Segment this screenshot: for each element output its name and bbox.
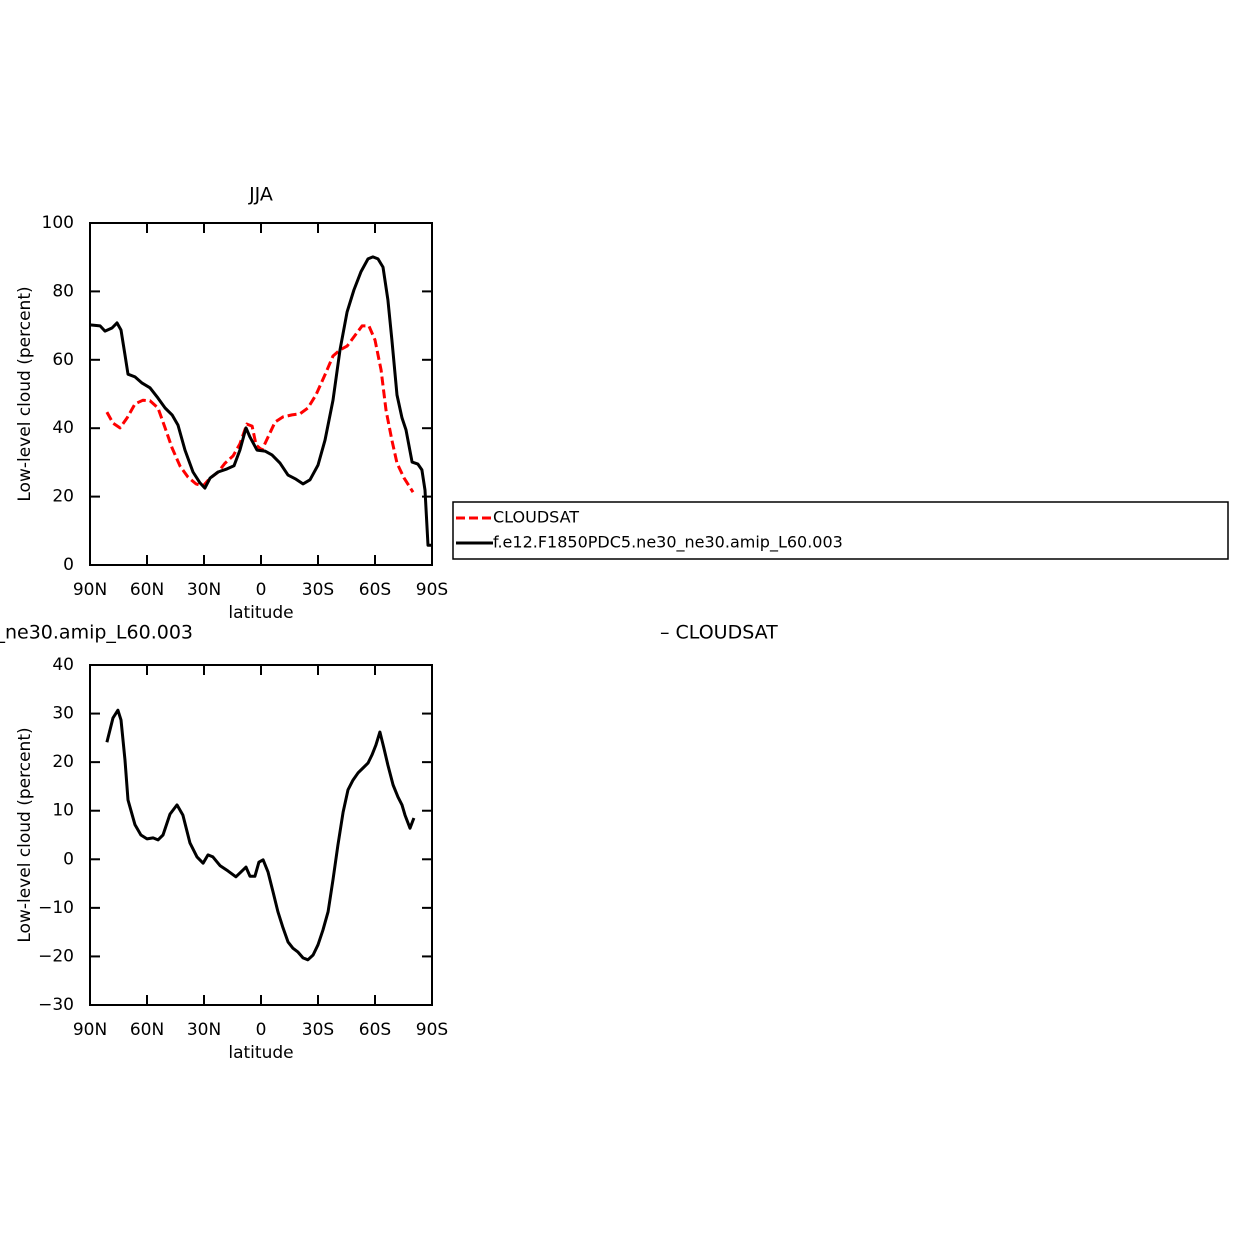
data-line bbox=[89, 255, 432, 547]
legend-box bbox=[452, 501, 1229, 560]
x-tick-label: 60S bbox=[359, 1020, 391, 1040]
x-tick-label: 60N bbox=[130, 1020, 164, 1040]
y-tick-label: 0 bbox=[63, 555, 74, 575]
y-tick-label: 100 bbox=[42, 213, 74, 233]
y-axis-label: Low-level cloud (percent) bbox=[15, 727, 35, 942]
y-tick-label: 40 bbox=[52, 655, 74, 675]
x-tick-label: 30N bbox=[187, 1020, 221, 1040]
y-axis-label: Low-level cloud (percent) bbox=[15, 286, 35, 501]
x-tick-label: 0 bbox=[256, 580, 267, 600]
legend-label: f.e12.F1850PDC5.ne30_ne30.amip_L60.003 bbox=[493, 533, 843, 553]
y-tick-label: −20 bbox=[38, 946, 74, 966]
chart-title: JJA bbox=[248, 184, 273, 206]
x-tick-label: 90N bbox=[73, 1020, 107, 1040]
chart-title-right: – CLOUDSAT bbox=[660, 622, 778, 644]
data-line bbox=[105, 708, 416, 962]
x-axis-label: latitude bbox=[228, 603, 293, 623]
x-tick-label: 0 bbox=[256, 1020, 267, 1040]
x-tick-label: 30S bbox=[302, 580, 334, 600]
y-tick-label: 80 bbox=[52, 281, 74, 301]
x-tick-label: 60N bbox=[130, 580, 164, 600]
y-tick-label: 40 bbox=[52, 418, 74, 438]
y-tick-label: −10 bbox=[38, 898, 74, 918]
x-tick-label: 60S bbox=[359, 580, 391, 600]
x-tick-label: 30S bbox=[302, 1020, 334, 1040]
y-tick-label: 20 bbox=[52, 752, 74, 772]
chart-title: f.e12.F1850PDC5.ne30_ne30.amip_L60.003 bbox=[0, 622, 193, 644]
y-tick-label: 20 bbox=[52, 487, 74, 507]
y-tick-label: 30 bbox=[52, 704, 74, 724]
plot-frame bbox=[89, 222, 433, 566]
y-tick-label: −30 bbox=[38, 995, 74, 1015]
y-tick-label: 0 bbox=[63, 849, 74, 869]
x-tick-label: 30N bbox=[187, 580, 221, 600]
x-tick-label: 90N bbox=[73, 580, 107, 600]
legend-label: CLOUDSAT bbox=[493, 508, 579, 527]
x-tick-label: 90S bbox=[416, 580, 448, 600]
y-tick-label: 10 bbox=[52, 801, 74, 821]
y-tick-label: 60 bbox=[52, 350, 74, 370]
x-axis-label: latitude bbox=[228, 1043, 293, 1063]
x-tick-label: 90S bbox=[416, 1020, 448, 1040]
data-line bbox=[105, 324, 415, 494]
